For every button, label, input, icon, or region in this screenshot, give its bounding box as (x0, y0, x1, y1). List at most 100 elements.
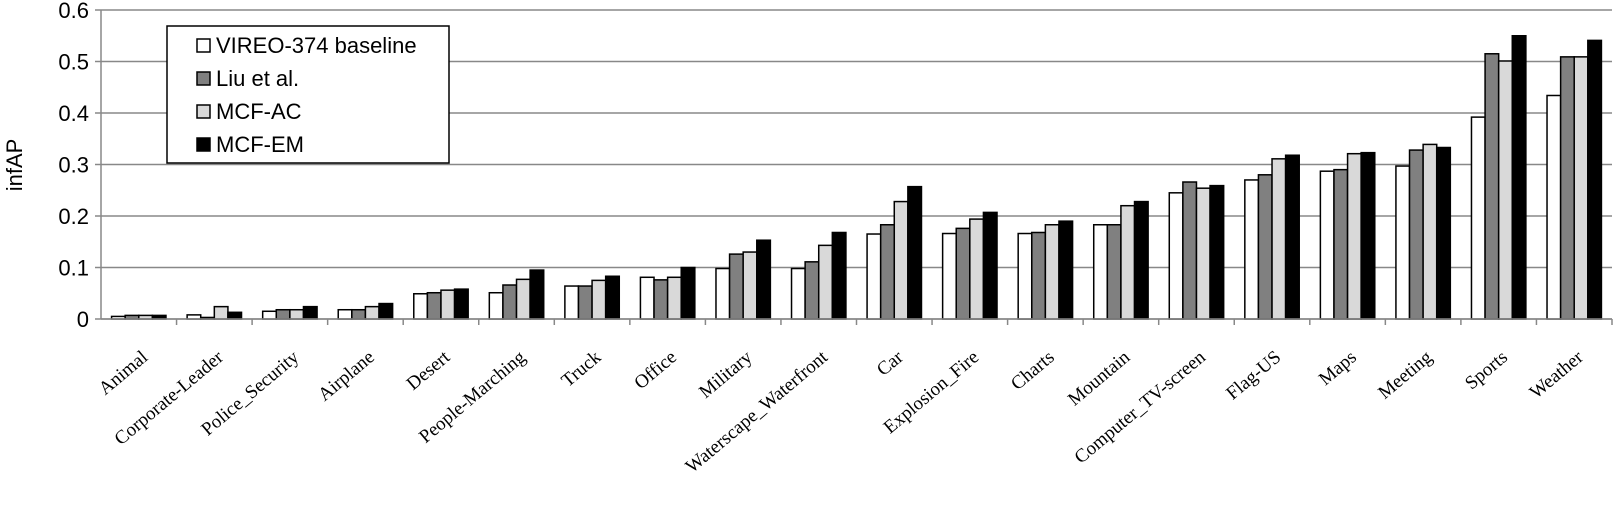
x-tick-label: Maps (1315, 347, 1361, 390)
bar (879, 224, 896, 320)
bar (515, 278, 531, 320)
legend-label: MCF-AC (216, 99, 302, 124)
bar (1284, 154, 1300, 320)
x-tick-label: Car (873, 346, 908, 380)
bar (529, 269, 545, 320)
bar (564, 285, 580, 320)
bar (1497, 60, 1514, 320)
legend-label: MCF-EM (216, 132, 304, 157)
bar (866, 233, 882, 320)
bar (756, 239, 772, 320)
legend-label: Liu et al. (216, 66, 299, 91)
bar (275, 308, 291, 320)
bar (1484, 53, 1500, 320)
legend-swatch (196, 38, 211, 53)
bar (1257, 174, 1273, 320)
bar (1271, 158, 1287, 320)
bar (1346, 152, 1362, 320)
x-tick-label: Airplane (314, 347, 378, 406)
bar (488, 291, 504, 320)
y-axis-label: infAP (2, 139, 27, 192)
x-tick-label: Sports (1461, 347, 1512, 394)
bar (1587, 39, 1603, 320)
bar (831, 231, 847, 320)
bar (378, 302, 394, 320)
bar (1244, 179, 1260, 320)
legend-swatch (196, 71, 211, 86)
bar (893, 200, 909, 320)
y-tick-label: 0.4 (58, 101, 89, 126)
bar (1106, 224, 1122, 320)
bar (364, 305, 380, 320)
bar (653, 279, 669, 320)
bar (1209, 184, 1225, 320)
legend-swatch (196, 104, 211, 119)
bar (804, 261, 820, 320)
bar (1408, 149, 1424, 320)
bar (440, 289, 456, 320)
bar (680, 266, 696, 320)
x-tick-label: Office (630, 347, 680, 394)
legend-swatch (196, 137, 211, 152)
bar (591, 279, 607, 320)
bar (337, 308, 353, 320)
y-tick-label: 0.1 (58, 256, 89, 281)
bar (1546, 94, 1562, 320)
bar (1031, 231, 1047, 320)
bar (1044, 224, 1060, 320)
bar (907, 185, 923, 320)
bar (1092, 224, 1109, 320)
bar (982, 211, 998, 320)
legend-label: VIREO-374 baseline (216, 33, 417, 58)
legend-box (166, 25, 450, 164)
bar (1435, 146, 1452, 320)
y-tick-label: 0.5 (58, 50, 89, 75)
bar (969, 218, 985, 320)
bar (227, 311, 243, 320)
bar (790, 267, 806, 320)
bar (1058, 220, 1074, 320)
x-tick-label: Truck (558, 346, 606, 391)
x-tick-label: Animal (95, 347, 152, 400)
bar (1511, 35, 1527, 320)
bar (817, 244, 834, 320)
bar (1559, 56, 1575, 320)
bar (1422, 143, 1438, 320)
bar (213, 305, 229, 320)
bar (715, 267, 731, 320)
bar (1120, 204, 1136, 320)
bar (941, 232, 957, 320)
bar (351, 308, 367, 320)
y-tick-label: 0.6 (58, 0, 89, 23)
x-tick-label: Waterscape_Waterfront (682, 346, 833, 477)
bar (1182, 181, 1198, 320)
bar (261, 310, 278, 320)
y-tick-label: 0.2 (58, 204, 89, 229)
bar (955, 227, 971, 320)
bar (639, 276, 655, 320)
bar (728, 253, 744, 320)
x-tick-label: Computer_TV-screen (1071, 346, 1210, 468)
x-tick-label: Desert (403, 346, 455, 394)
bar (604, 275, 621, 320)
y-tick-label: 0.3 (58, 153, 89, 178)
x-tick-label: Flag-US (1222, 347, 1285, 404)
bar (289, 308, 305, 320)
bar (577, 285, 593, 320)
bar (453, 288, 469, 320)
x-tick-label: Meeting (1374, 346, 1436, 403)
x-tick-label: Mountain (1064, 346, 1134, 410)
bar (413, 293, 429, 320)
bar (1333, 168, 1349, 320)
y-tick-label: 0 (77, 307, 89, 332)
bar (1133, 200, 1149, 320)
bar (426, 291, 442, 320)
x-tick-label: Charts (1007, 347, 1059, 395)
bar (1360, 151, 1376, 320)
bar (1017, 232, 1033, 320)
x-tick-label: Military (695, 346, 757, 402)
bar (1195, 187, 1211, 320)
bar (742, 251, 758, 320)
x-tick-label: Weather (1526, 346, 1588, 403)
bar (302, 305, 318, 320)
